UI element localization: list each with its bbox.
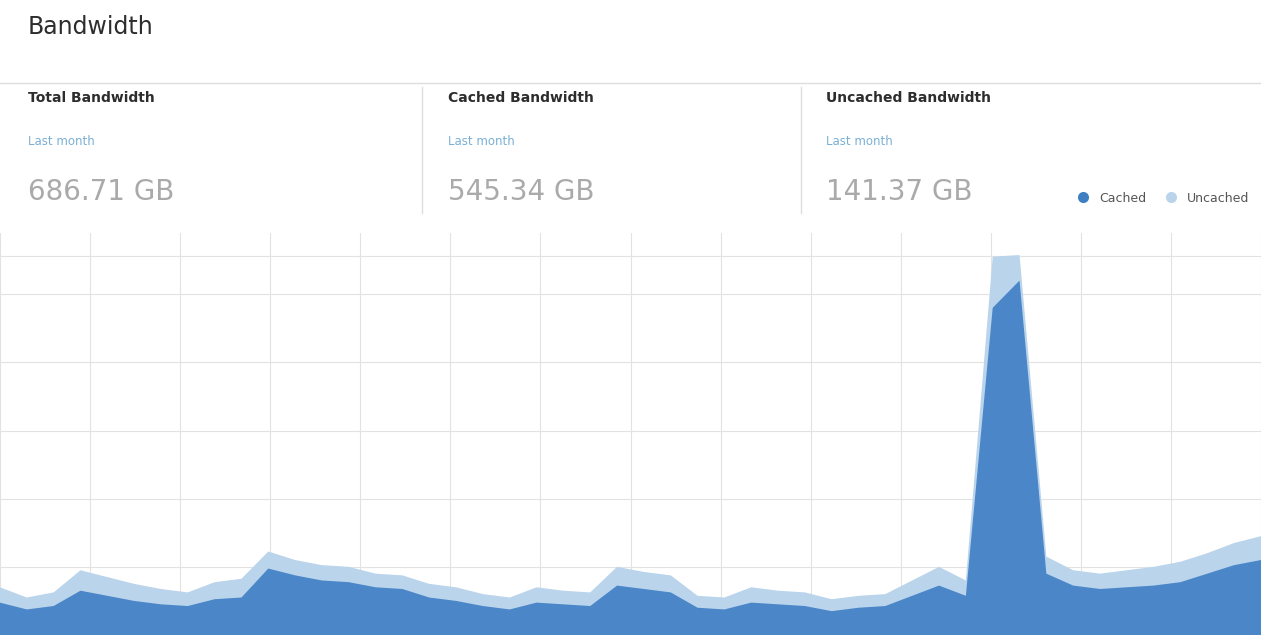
Text: Last month: Last month: [448, 135, 514, 148]
Legend: Cached, Uncached: Cached, Uncached: [1066, 187, 1255, 210]
Text: Bandwidth: Bandwidth: [28, 15, 154, 39]
Text: Total Bandwidth: Total Bandwidth: [28, 91, 155, 105]
Text: Last month: Last month: [826, 135, 893, 148]
Text: Cached Bandwidth: Cached Bandwidth: [448, 91, 594, 105]
Text: 686.71 GB: 686.71 GB: [28, 178, 174, 206]
Text: 545.34 GB: 545.34 GB: [448, 178, 594, 206]
Text: Last month: Last month: [28, 135, 95, 148]
Text: 141.37 GB: 141.37 GB: [826, 178, 972, 206]
Text: Uncached Bandwidth: Uncached Bandwidth: [826, 91, 991, 105]
